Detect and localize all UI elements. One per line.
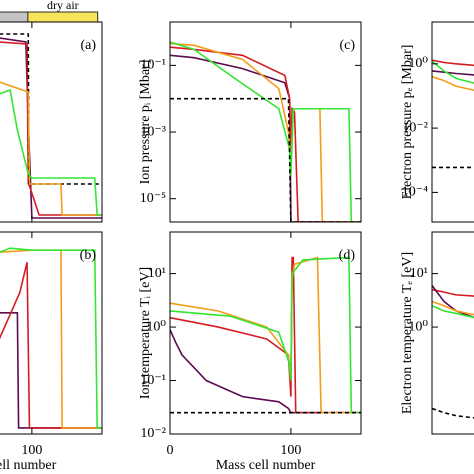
panel-label: (a) <box>80 38 96 53</box>
panel <box>170 256 361 414</box>
y-axis-label: Electron temperature Tₑ [eV] <box>400 252 415 414</box>
axes-frame <box>169 231 362 435</box>
x-axis-label: Mass cell number <box>0 458 57 473</box>
data-line <box>0 81 102 216</box>
data-line <box>0 247 102 429</box>
data-line <box>170 54 361 222</box>
y-tick-label: 10⁻³ <box>140 124 166 139</box>
y-tick-label: 10⁻⁴ <box>402 185 428 200</box>
axes-frame <box>431 231 474 435</box>
x-tick-label: 0 <box>167 443 174 458</box>
region-label: dry air <box>47 0 79 12</box>
data-line <box>170 256 361 414</box>
data-line <box>170 42 361 222</box>
data-line <box>170 256 361 414</box>
data-line <box>0 249 102 429</box>
y-tick-label: 10⁻² <box>402 120 428 135</box>
data-line <box>0 37 102 219</box>
data-line <box>432 59 474 67</box>
data-line <box>170 256 361 414</box>
y-tick-label: 10⁻¹ <box>140 373 166 388</box>
axes-frame <box>169 21 362 223</box>
region-band <box>0 11 29 23</box>
data-line <box>170 97 361 222</box>
panel <box>432 59 474 169</box>
y-tick-label: 10⁰ <box>408 56 428 71</box>
y-tick-label: 10⁰ <box>408 319 428 334</box>
x-tick-label: 100 <box>280 443 301 458</box>
data-line <box>0 88 102 216</box>
y-axis-label: Electron pressure pₑ [Mbar] <box>400 45 415 200</box>
data-line <box>432 75 474 92</box>
y-tick-label: 10⁻² <box>140 426 166 441</box>
data-line <box>432 300 474 316</box>
data-line <box>0 33 102 185</box>
data-line <box>0 262 102 429</box>
region-band <box>27 11 99 23</box>
data-line <box>432 70 474 76</box>
data-line <box>0 41 102 216</box>
data-line <box>0 312 102 429</box>
data-line <box>432 407 474 419</box>
x-axis-label: Mass cell number <box>216 458 316 473</box>
y-tick-label: 10⁻⁵ <box>140 191 166 206</box>
axes-frame <box>431 21 474 223</box>
y-tick-label: 10¹ <box>410 266 428 281</box>
axes-frame <box>0 21 103 223</box>
panel-label: (b) <box>80 248 97 263</box>
data-line <box>170 41 361 222</box>
axes-frame <box>0 231 103 435</box>
panel-label: (d) <box>339 248 356 263</box>
panel <box>0 33 102 219</box>
x-tick-label: 100 <box>21 443 42 458</box>
data-line <box>170 329 361 414</box>
y-tick-label: 10⁻¹ <box>140 58 166 73</box>
data-line <box>432 60 474 84</box>
data-line <box>170 46 361 222</box>
data-line <box>432 284 474 319</box>
data-line <box>432 288 474 297</box>
y-axis-label: Ion pressure pᵢ [Mbar] <box>138 60 153 185</box>
y-axis-label: Ion temperature Tᵢ [eV] <box>138 267 153 399</box>
panel-label: (c) <box>339 38 355 53</box>
y-tick-label: 10⁰ <box>146 319 166 334</box>
data-line <box>432 305 474 319</box>
panel <box>170 41 361 222</box>
y-tick-label: 10¹ <box>148 266 166 281</box>
panel <box>0 247 102 429</box>
panel <box>432 284 474 419</box>
